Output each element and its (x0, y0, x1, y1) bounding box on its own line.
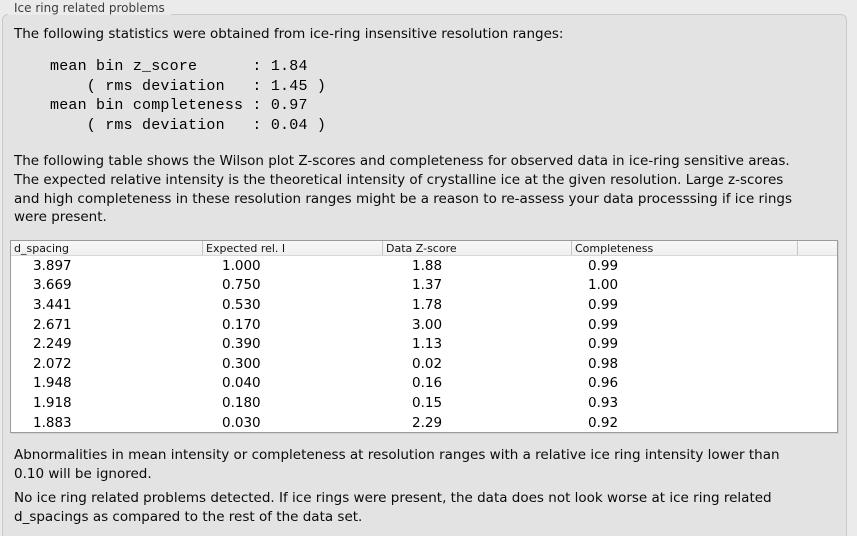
table-cell: 1.88 (412, 257, 443, 274)
table-cell: 0.030 (222, 414, 261, 431)
table-cell: 2.249 (33, 336, 72, 353)
stats-block: mean bin z_score : 1.84 ( rms deviation … (50, 58, 327, 134)
table-row[interactable]: 1.948 0.040 0.16 0.96 (11, 374, 837, 394)
table-cell: 1.000 (222, 257, 261, 274)
table-cell: 1.883 (33, 414, 72, 431)
table-cell: 1.78 (412, 296, 443, 313)
table-cell: 2.29 (412, 414, 443, 431)
table-description: The following table shows the Wilson plo… (14, 153, 793, 226)
table-cell: 0.99 (588, 316, 619, 333)
conclusion-text: No ice ring related problems detected. I… (14, 490, 772, 525)
table-row[interactable]: 1.918 0.180 0.15 0.93 (11, 393, 837, 413)
table-body: 3.897 1.000 1.88 0.99 3.669 0.750 1.37 1.00 3.44… (11, 256, 837, 433)
table-header-row: d_spacing Expected rel. I Data Z-score Comp… (11, 241, 837, 256)
table-row[interactable]: 2.072 0.300 0.02 0.98 (11, 354, 837, 374)
column-header[interactable]: d_spacing (11, 241, 203, 255)
table-cell: 0.96 (588, 375, 619, 392)
table-cell: 0.99 (588, 336, 619, 353)
intro-text: The following statistics were obtained f… (14, 26, 564, 42)
table-row[interactable]: 3.441 0.530 1.78 0.99 (11, 295, 837, 315)
table-cell: 3.00 (412, 316, 443, 333)
column-header[interactable]: Data Z-score (383, 241, 572, 255)
table-cell: 0.15 (412, 394, 443, 411)
table-cell: 1.13 (412, 336, 443, 353)
table-cell: 0.02 (412, 355, 443, 372)
table-cell: 2.671 (33, 316, 72, 333)
table-cell: 1.918 (33, 394, 72, 411)
table-row[interactable]: 3.897 1.000 1.88 0.99 (11, 256, 837, 276)
table-cell: 0.92 (588, 414, 619, 431)
table-row[interactable]: 3.669 0.750 1.37 1.00 (11, 276, 837, 296)
column-header[interactable] (798, 241, 837, 255)
table-cell: 0.93 (588, 394, 619, 411)
ignore-note: Abnormalities in mean intensity or compl… (14, 447, 780, 482)
ice-ring-table: d_spacing Expected rel. I Data Z-score Comp… (10, 240, 838, 433)
table-cell: 0.99 (588, 257, 619, 274)
table-row[interactable]: 1.883 0.030 2.29 0.92 (11, 413, 837, 433)
table-row[interactable]: 2.249 0.390 1.13 0.99 (11, 334, 837, 354)
table-cell: 0.16 (412, 375, 443, 392)
table-cell: 1.00 (588, 277, 619, 294)
table-cell: 0.390 (222, 336, 261, 353)
table-cell: 3.441 (33, 296, 72, 313)
table-cell: 0.99 (588, 296, 619, 313)
table-cell: 3.897 (33, 257, 72, 274)
table-cell: 3.669 (33, 277, 72, 294)
table-cell: 0.98 (588, 355, 619, 372)
table-cell: 1.37 (412, 277, 443, 294)
panel-title: Ice ring related problems (8, 0, 171, 15)
table-cell: 0.170 (222, 316, 261, 333)
table-cell: 1.948 (33, 375, 72, 392)
table-cell: 0.300 (222, 355, 261, 372)
table-cell: 0.750 (222, 277, 261, 294)
table-cell: 0.530 (222, 296, 261, 313)
table-cell: 0.040 (222, 375, 261, 392)
column-header[interactable]: Completeness (572, 241, 798, 255)
column-header[interactable]: Expected rel. I (203, 241, 383, 255)
table-row[interactable]: 2.671 0.170 3.00 0.99 (11, 315, 837, 335)
table-cell: 2.072 (33, 355, 72, 372)
table-cell: 0.180 (222, 394, 261, 411)
